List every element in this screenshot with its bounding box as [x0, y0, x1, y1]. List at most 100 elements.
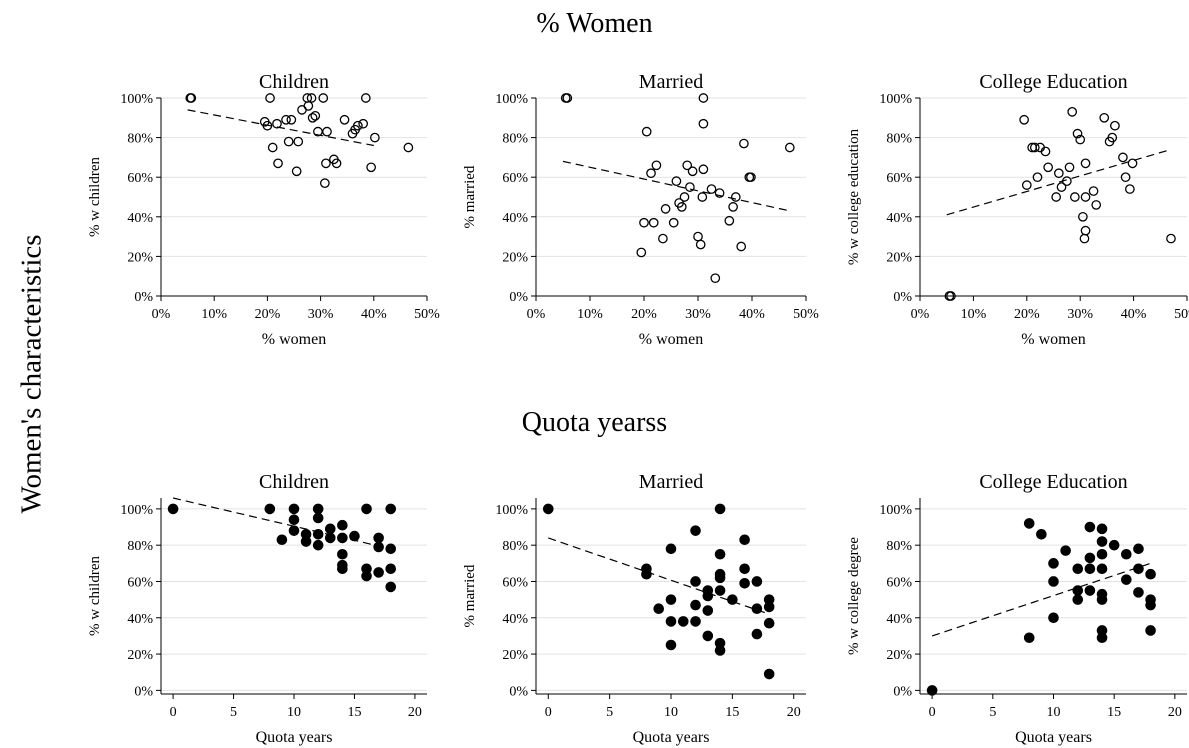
x-tick-label: 50% [1174, 307, 1189, 322]
data-point [714, 572, 726, 584]
x-tick-label: 15 [347, 705, 361, 720]
data-point [339, 114, 350, 125]
y-tick-label: 0% [893, 290, 912, 305]
data-point [1080, 192, 1091, 202]
x-tick-label: 20 [787, 705, 801, 720]
data-point [1088, 186, 1099, 196]
data-point [1072, 585, 1084, 596]
data-point [1048, 558, 1059, 569]
panel-title: College Education [979, 71, 1127, 93]
y-tick-label: 20% [127, 250, 153, 265]
data-point [1084, 552, 1096, 564]
data-point [1120, 172, 1131, 183]
data-point [693, 231, 703, 242]
y-axis-label: % married [462, 564, 478, 627]
y-tick-label: 40% [127, 211, 153, 226]
data-point [324, 532, 336, 544]
x-tick-label: 5 [989, 705, 996, 720]
panel-5: 0% 20% 40% 60% 80% 100% 0 5 10 15 20 College Educat… [846, 471, 1187, 746]
data-point [542, 503, 554, 515]
x-tick-label: 0% [911, 307, 930, 322]
fit-line [931, 562, 1151, 637]
panel-3: 0% 20% 40% 60% 80% 100% 0 5 10 15 20 Children Quota … [87, 471, 427, 746]
data-point [291, 166, 302, 177]
data-point [763, 668, 775, 680]
data-point [1145, 568, 1156, 580]
data-point [288, 514, 300, 526]
data-point [751, 628, 763, 640]
data-point [312, 528, 324, 540]
data-point [303, 101, 314, 111]
data-point [288, 503, 300, 515]
data-point [321, 158, 331, 169]
x-tick-label: 10% [961, 307, 987, 322]
data-point [763, 601, 775, 613]
data-point [665, 639, 677, 651]
panel-0: 0% 20% 40% 60% 80% 100% 0% 10% 20% 30% 40% 50% Child… [87, 71, 440, 348]
y-tick-label: 40% [886, 612, 912, 627]
data-point [1072, 128, 1083, 139]
data-point [665, 616, 677, 627]
data-point [286, 114, 297, 125]
y-tick-label: 100% [879, 92, 912, 107]
data-point [385, 563, 397, 575]
y-tick-label: 60% [127, 171, 153, 186]
x-tick-label: 10 [287, 705, 301, 720]
data-point [739, 577, 750, 589]
panel-title: Married [639, 71, 703, 93]
data-point [714, 503, 726, 515]
data-point [1121, 574, 1132, 585]
data-point [751, 603, 763, 615]
panel-title: College Education [979, 471, 1127, 493]
data-point [739, 563, 750, 575]
data-point [385, 543, 397, 555]
data-point [698, 164, 709, 175]
data-point [676, 202, 687, 212]
data-point [324, 523, 336, 535]
data-point [651, 160, 662, 171]
panel-4: 0% 20% 40% 60% 80% 100% 0 5 10 15 20 Married Quota y… [462, 471, 806, 746]
data-point [1096, 536, 1108, 547]
data-point [306, 93, 317, 103]
x-axis-label: Quota years [633, 729, 710, 746]
data-point [730, 192, 741, 202]
data-point [385, 503, 397, 515]
data-point [1145, 599, 1156, 611]
y-tick-label: 40% [502, 612, 528, 627]
panel-title: Married [639, 471, 703, 493]
data-point [318, 93, 329, 103]
data-point [1096, 632, 1108, 644]
data-point [310, 110, 321, 121]
panel-1: 0% 20% 40% 60% 80% 100% 0% 10% 20% 30% 40% 50% Marri… [462, 71, 819, 348]
data-point [698, 93, 709, 103]
data-point [1040, 146, 1051, 157]
row-title-quota-years: Quota yearss [521, 407, 668, 438]
data-point [1062, 176, 1072, 187]
data-point [1060, 545, 1071, 556]
data-point [665, 543, 677, 555]
data-point [320, 178, 330, 188]
data-point [639, 217, 649, 228]
data-point [641, 568, 652, 580]
data-point [361, 503, 372, 515]
y-tick-label: 80% [127, 539, 153, 554]
data-point [697, 192, 708, 202]
data-point [1133, 543, 1144, 555]
data-point [403, 142, 414, 153]
y-tick-label: 100% [879, 503, 912, 518]
data-point [702, 590, 714, 602]
data-point [1096, 548, 1108, 560]
data-point [1107, 132, 1118, 143]
data-point [665, 594, 677, 605]
data-point [671, 176, 682, 187]
x-tick-label: 0 [170, 705, 177, 720]
data-point [358, 118, 369, 129]
y-axis-label: % w children [87, 556, 103, 636]
x-axis-label: % women [639, 331, 703, 348]
data-point [714, 188, 725, 198]
data-point [1084, 585, 1096, 596]
data-point [746, 172, 756, 183]
data-point [337, 532, 348, 544]
data-point [322, 126, 332, 137]
y-tick-label: 60% [127, 575, 153, 590]
